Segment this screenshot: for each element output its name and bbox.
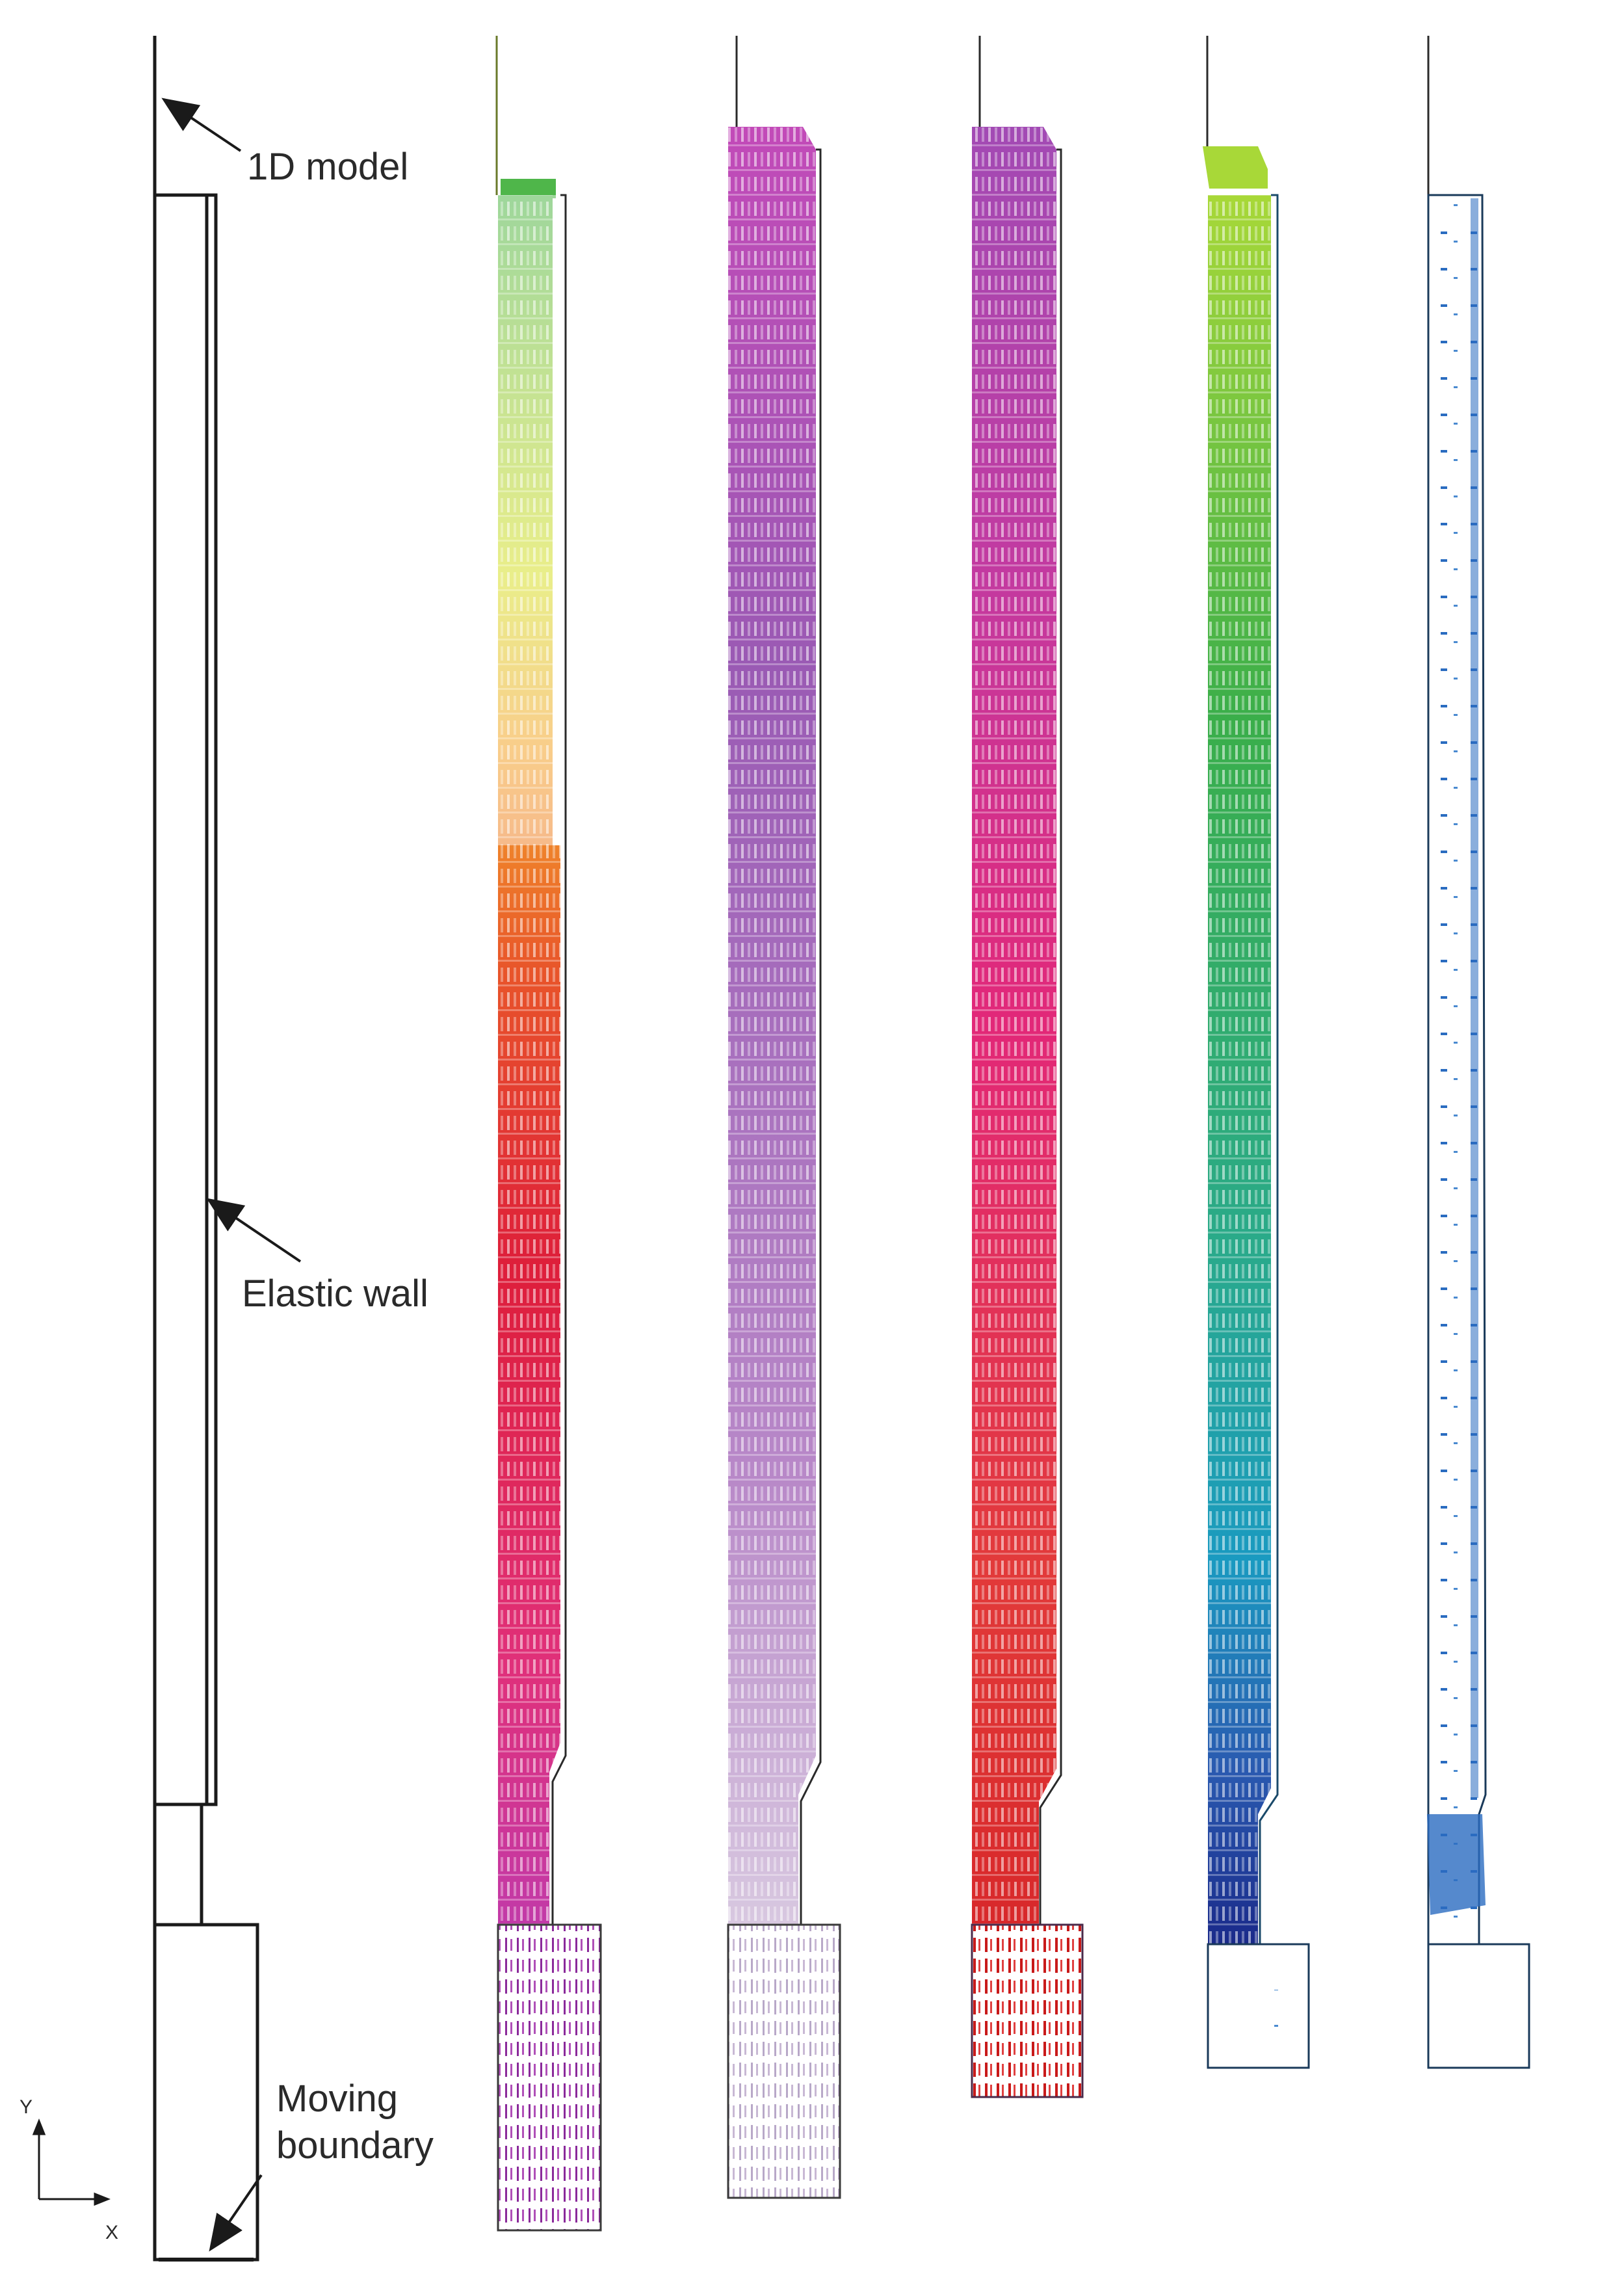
arrow-1d-model: [161, 98, 242, 152]
annotation-arrows: [161, 98, 302, 2252]
schematic-model: [153, 36, 259, 2262]
panel-2-chamber: [727, 1923, 841, 2199]
panel-1-sparse-region: [498, 195, 560, 845]
elastic-tube-outline: [153, 193, 218, 1806]
label-moving-boundary: Moving boundary: [276, 2076, 434, 2169]
panel-5-chamber: [1427, 1943, 1530, 2069]
panel-3-wall: [1039, 148, 1062, 1925]
neck-outline: [153, 1804, 203, 1925]
label-moving-boundary-line2: boundary: [276, 2124, 434, 2167]
panel-3-vector-texture: [972, 127, 1056, 1925]
panel-1-chamber: [497, 1923, 602, 2232]
moving-boundary-chamber: [153, 1923, 259, 2262]
panel-2-vector-texture: [728, 127, 816, 1925]
arrow-elastic-wall: [206, 1198, 302, 1263]
panel-1-vector-texture: [498, 195, 560, 1925]
panel-5-vortex: [1427, 1814, 1486, 1915]
panel-4-top-cap: [1203, 146, 1268, 189]
arrow-moving-boundary: [209, 2174, 263, 2252]
flow-panel-5: [1427, 36, 1530, 2069]
y-axis-head: [32, 2118, 46, 2135]
flow-panel-2: [727, 36, 841, 2199]
label-elastic-wall: Elastic wall: [242, 1273, 428, 1315]
axis-label-x: X: [105, 2222, 119, 2243]
label-moving-boundary-line1: Moving: [276, 2078, 398, 2120]
axis-label-y: Y: [20, 2096, 33, 2118]
axis-indicator: [32, 2118, 111, 2206]
panel-3-chamber: [971, 1923, 1084, 2098]
panel-2-wall: [800, 148, 822, 1925]
panel-1-wall: [551, 194, 567, 1925]
x-axis-head: [94, 2192, 111, 2206]
panel-5-wall-vectors: [1471, 198, 1478, 1798]
flow-panel-4: [1203, 36, 1310, 2069]
panel-4-chamber: [1207, 1943, 1310, 2069]
flow-panel-3: [971, 36, 1084, 2098]
panel-4-wall: [1259, 194, 1279, 1944]
panel-4-vector-texture: [1208, 195, 1271, 1944]
panel-4-chamber-vectors: [1274, 1990, 1281, 2042]
flow-panel-1: [495, 36, 602, 2232]
label-1d-model: 1D model: [247, 146, 409, 188]
